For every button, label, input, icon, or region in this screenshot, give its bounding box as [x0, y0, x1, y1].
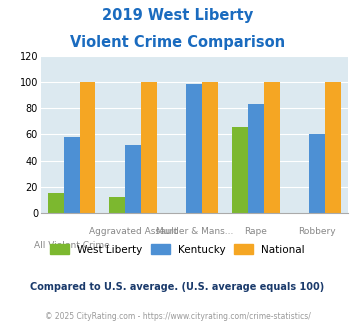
- Bar: [248, 104, 264, 213]
- Bar: [202, 82, 218, 213]
- Text: 2019 West Liberty: 2019 West Liberty: [102, 8, 253, 23]
- Text: All Violent Crime: All Violent Crime: [34, 241, 109, 249]
- Legend: West Liberty, Kentucky, National: West Liberty, Kentucky, National: [46, 240, 309, 259]
- Bar: [141, 82, 157, 213]
- Text: Robbery: Robbery: [299, 227, 336, 236]
- Bar: [186, 83, 202, 213]
- Bar: [125, 145, 141, 213]
- Bar: [264, 82, 280, 213]
- Text: Compared to U.S. average. (U.S. average equals 100): Compared to U.S. average. (U.S. average …: [31, 282, 324, 292]
- Text: Aggravated Assault: Aggravated Assault: [89, 227, 177, 236]
- Bar: [64, 137, 80, 213]
- Text: Rape: Rape: [244, 227, 267, 236]
- Text: Violent Crime Comparison: Violent Crime Comparison: [70, 35, 285, 50]
- Text: © 2025 CityRating.com - https://www.cityrating.com/crime-statistics/: © 2025 CityRating.com - https://www.city…: [45, 312, 310, 321]
- Bar: [80, 82, 95, 213]
- Text: Murder & Mans...: Murder & Mans...: [156, 227, 233, 236]
- Bar: [232, 127, 248, 213]
- Bar: [109, 197, 125, 213]
- Bar: [309, 135, 325, 213]
- Bar: [48, 193, 64, 213]
- Bar: [325, 82, 341, 213]
